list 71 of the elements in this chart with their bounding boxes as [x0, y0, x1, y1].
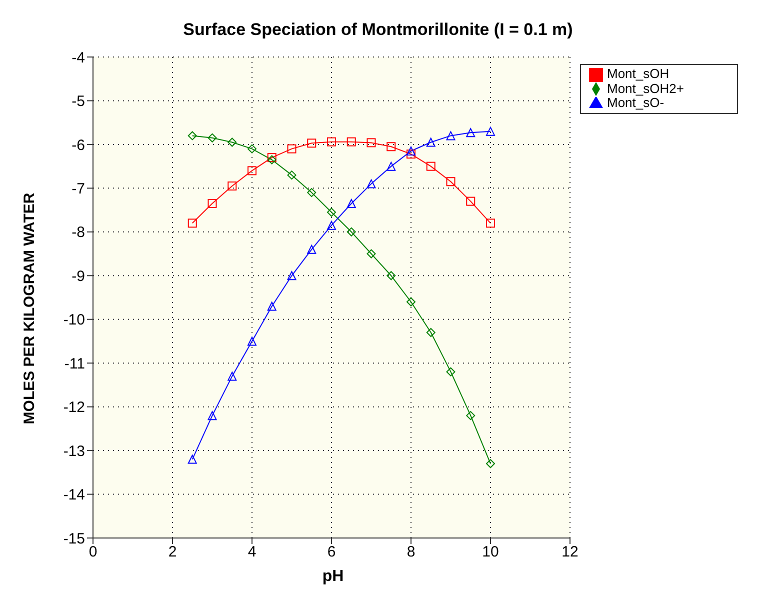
point — [228, 138, 237, 147]
point — [406, 150, 416, 159]
point — [248, 166, 256, 176]
point — [307, 244, 316, 254]
point — [446, 131, 456, 140]
x-tick-label: 0 — [88, 544, 98, 561]
point — [327, 208, 336, 217]
legend-label: Mont_sOH2+ — [607, 80, 684, 96]
point — [287, 144, 296, 154]
y-tick-label: -14 — [63, 486, 85, 504]
y-axis-title: MOLES PER KILOGRAM WATER — [22, 192, 39, 424]
legend-label: Mont_sOH — [607, 66, 670, 81]
point — [267, 302, 276, 311]
point — [466, 196, 476, 206]
y-tick-label: -7 — [72, 180, 85, 198]
point — [327, 137, 336, 146]
y-tick-label: -8 — [72, 224, 85, 242]
y-tick-label: -12 — [63, 399, 85, 416]
point — [248, 336, 256, 346]
x-tick-label: 10 — [482, 544, 499, 561]
point — [386, 162, 396, 171]
point — [188, 218, 197, 228]
point — [446, 177, 456, 186]
point — [208, 198, 217, 208]
y-tick-label: -4 — [72, 49, 85, 66]
x-axis-title: pH — [321, 568, 345, 586]
y-tick-label: -5 — [72, 93, 85, 110]
point — [287, 271, 296, 280]
y-tick-label: -13 — [63, 442, 85, 460]
y-tick-label: -11 — [64, 355, 85, 372]
point — [426, 328, 436, 337]
y-tick-label: -10 — [63, 312, 85, 329]
point — [248, 144, 256, 154]
y-tick-label: -9 — [72, 268, 85, 285]
x-tick-label: 12 — [562, 544, 578, 561]
point — [346, 198, 356, 208]
point — [208, 133, 217, 142]
x-tick-label: 8 — [406, 544, 416, 561]
point — [346, 227, 356, 236]
point — [307, 188, 316, 198]
point — [188, 131, 197, 140]
point — [366, 138, 376, 148]
point — [327, 220, 336, 230]
point — [366, 179, 376, 188]
x-tick-label: 6 — [327, 544, 336, 561]
point — [406, 146, 416, 156]
legend-label: Mont_sO- — [607, 95, 664, 110]
point — [228, 372, 237, 381]
point — [486, 459, 495, 468]
point — [346, 137, 356, 146]
x-tick-label: 2 — [168, 544, 177, 561]
point — [466, 128, 476, 138]
point — [406, 297, 416, 306]
x-tick-label: 4 — [248, 544, 256, 561]
point — [446, 367, 456, 376]
point — [466, 411, 476, 420]
point — [426, 162, 436, 171]
point — [188, 454, 197, 464]
point — [307, 138, 316, 148]
point — [287, 170, 296, 180]
chart-title: Surface Speciation of Montmorillonite (I = 0.1 m) — [182, 20, 574, 40]
y-tick-label: -15 — [63, 530, 85, 548]
y-tick-label: -6 — [72, 136, 85, 154]
point — [366, 249, 376, 258]
point — [386, 271, 396, 280]
point — [208, 411, 217, 420]
point — [486, 126, 495, 136]
point — [228, 181, 237, 190]
point — [486, 218, 495, 228]
point — [426, 138, 436, 147]
point — [386, 142, 396, 152]
